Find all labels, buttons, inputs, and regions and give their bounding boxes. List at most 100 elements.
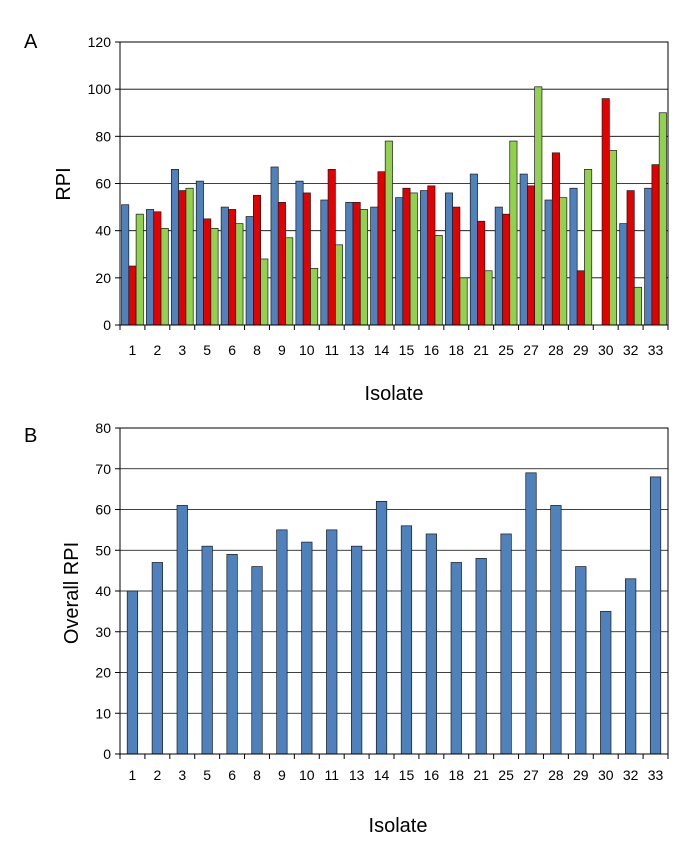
x-tick-label-30: 30 [598, 342, 614, 358]
x-tick-label-11: 11 [324, 767, 339, 783]
x-tick-label-2: 2 [153, 767, 161, 783]
bar-30-2 [601, 98, 610, 326]
bar-15-3 [409, 192, 418, 326]
bar-6-3 [235, 223, 244, 326]
x-tick-label-29: 29 [573, 342, 589, 358]
y-tick-label: 0 [103, 746, 111, 762]
panel-a-x-tick-labels: 1 2 3 5 6 8 9 10 11 13 14 15 16 18 21 25 27 28 29 30 32 33 [129, 342, 664, 358]
bar-10-1 [301, 541, 313, 755]
bar-21-1 [475, 558, 487, 755]
bar-1-1 [121, 204, 130, 326]
bar-32-1 [619, 223, 628, 326]
x-tick-label-5: 5 [203, 767, 211, 783]
panel-b-label: B [24, 425, 37, 447]
x-tick-label-27: 27 [523, 342, 539, 358]
x-tick-label-14: 14 [374, 342, 390, 358]
y-tick-label: 80 [95, 420, 111, 436]
bar-18-2 [452, 206, 461, 326]
bar-18-1 [444, 192, 453, 326]
plot-area-border [119, 41, 669, 326]
bar-29-1 [575, 566, 587, 755]
bar-27-3 [534, 86, 543, 326]
plot-area-border [119, 427, 669, 755]
x-tick-label-28: 28 [548, 342, 564, 358]
bar-2-1 [146, 209, 155, 326]
x-tick-label-5: 5 [203, 342, 211, 358]
bar-33-2 [651, 164, 660, 326]
bar-32-2 [626, 190, 635, 326]
bar-16-1 [420, 190, 429, 326]
x-tick-label-16: 16 [424, 342, 440, 358]
y-tick-label: 100 [88, 81, 112, 97]
bar-28-3 [559, 197, 568, 326]
bar-13-1 [345, 202, 354, 326]
y-tick-label: 40 [95, 583, 111, 599]
panel-a-y-tick-labels: 0 20 40 60 80 100 120 [88, 34, 112, 333]
bar-3-3 [185, 187, 194, 326]
bar-9-1 [276, 529, 288, 755]
x-tick-label-13: 13 [349, 342, 365, 358]
x-tick-label-33: 33 [648, 342, 664, 358]
x-tick-label-32: 32 [623, 767, 639, 783]
y-tick-label: 10 [95, 705, 111, 721]
bar-6-1 [220, 206, 229, 326]
bar-3-2 [178, 190, 187, 326]
x-tick-label-15: 15 [399, 767, 415, 783]
y-tick-label: 70 [95, 461, 111, 477]
panel-a-axes [115, 41, 669, 330]
x-tick-label-28: 28 [548, 767, 564, 783]
bar-2-1 [151, 562, 163, 755]
bar-8-1 [251, 566, 263, 755]
bar-8-1 [245, 216, 254, 326]
bar-6-1 [226, 553, 238, 755]
bar-32-3 [633, 286, 642, 326]
bar-28-1 [550, 505, 562, 755]
bar-25-1 [500, 533, 512, 755]
y-tick-label: 50 [95, 542, 111, 558]
x-tick-label-6: 6 [228, 767, 236, 783]
y-tick-label: 0 [103, 317, 111, 333]
bar-9-3 [285, 237, 294, 326]
x-tick-label-11: 11 [324, 342, 339, 358]
bar-28-2 [551, 152, 560, 326]
bar-11-1 [326, 529, 338, 755]
bar-28-1 [544, 199, 553, 326]
bar-32-1 [625, 578, 637, 755]
x-tick-label-3: 3 [178, 767, 186, 783]
y-tick-label: 120 [88, 34, 112, 50]
bar-25-2 [502, 213, 511, 326]
x-tick-label-10: 10 [299, 767, 315, 783]
bar-33-1 [644, 187, 653, 326]
y-tick-label: 20 [95, 665, 111, 681]
bar-2-2 [153, 211, 162, 326]
bar-14-1 [370, 206, 379, 326]
panel-b-x-axis-title: Isolate [369, 815, 428, 837]
bar-21-2 [477, 220, 486, 326]
bar-15-1 [400, 525, 413, 755]
bar-16-1 [425, 533, 437, 755]
panel-b-axes [115, 427, 669, 759]
bar-6-2 [228, 209, 237, 326]
bar-5-3 [210, 227, 219, 326]
bar-14-3 [384, 140, 393, 326]
x-tick-label-25: 25 [498, 767, 514, 783]
x-tick-label-18: 18 [448, 342, 464, 358]
x-tick-label-33: 33 [648, 767, 664, 783]
bar-10-3 [310, 268, 319, 326]
x-tick-label-1: 1 [129, 767, 137, 783]
bar-9-1 [270, 166, 279, 326]
bar-33-1 [649, 476, 662, 755]
y-tick-label: 30 [95, 624, 111, 640]
x-tick-label-6: 6 [228, 342, 236, 358]
bar-11-1 [320, 199, 329, 326]
bar-27-1 [519, 173, 528, 326]
bar-30-3 [609, 150, 618, 326]
bar-2-3 [160, 227, 169, 326]
panel-b-y-axis-title: Overall RPI [61, 542, 83, 644]
x-tick-label-9: 9 [278, 767, 286, 783]
x-tick-label-30: 30 [598, 767, 614, 783]
panel-b-y-tick-labels: 0 10 20 30 40 50 60 70 80 [95, 420, 111, 762]
x-tick-label-9: 9 [278, 342, 286, 358]
bar-1-1 [126, 590, 139, 755]
